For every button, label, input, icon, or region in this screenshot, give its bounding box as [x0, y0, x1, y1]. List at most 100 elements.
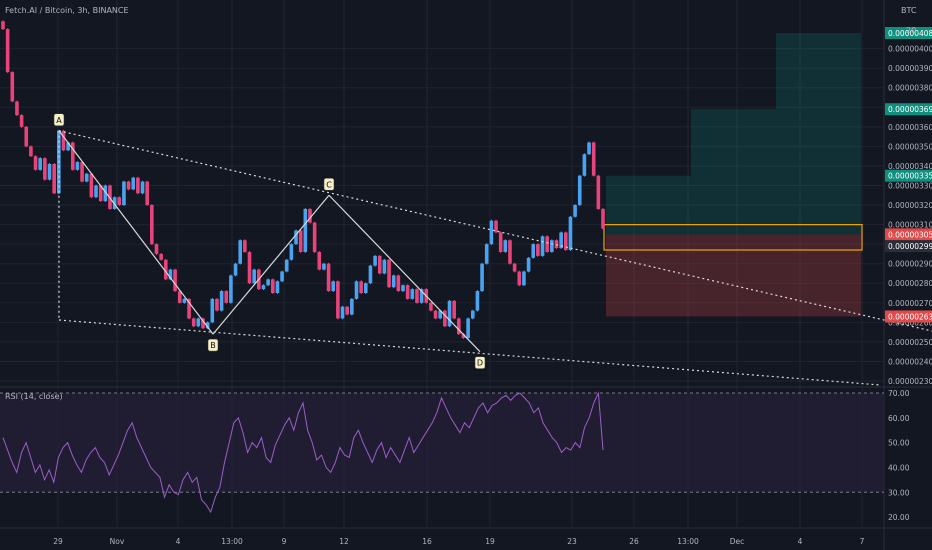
candle-body: [410, 289, 415, 299]
candle-body: [433, 310, 438, 319]
pattern-point-marker: [474, 356, 486, 369]
pattern-point-label: B: [210, 341, 216, 350]
price-marker-label: 0.00000408: [888, 29, 932, 38]
time-tick-label: 26: [629, 537, 639, 546]
price-marker-label: 0.00000305: [888, 230, 932, 239]
price-marker-label: 0.00000335: [888, 172, 932, 181]
price-tick-label: 0.00000250: [888, 338, 932, 347]
candle-body: [466, 318, 470, 338]
target-zone: [606, 175, 691, 235]
candle-body: [150, 205, 154, 245]
candle-body: [61, 130, 66, 151]
candle-body: [396, 275, 401, 292]
candle-body: [15, 101, 19, 116]
candle-body: [136, 177, 140, 194]
candle-body: [322, 263, 326, 270]
candle-body: [154, 244, 159, 254]
candle-body: [345, 306, 349, 315]
candle-body: [401, 285, 405, 292]
price-tick-label: 0.00000320: [888, 201, 932, 210]
stop-zone: [606, 234, 691, 317]
price-marker-badge: [885, 240, 932, 253]
candle-body: [331, 281, 336, 292]
price-tick-label: 0.00000350: [888, 142, 932, 151]
candle-body: [187, 298, 191, 319]
candle-body: [312, 222, 317, 252]
candle-body: [201, 318, 205, 329]
chart-title: Fetch.AI / Bitcoin, 3h, BINANCE: [5, 6, 129, 15]
candle-body: [140, 181, 145, 194]
pattern-leg: [328, 194, 481, 353]
candle-body: [33, 156, 38, 170]
candle-body: [173, 269, 177, 292]
candle-body: [517, 271, 522, 286]
candle-body: [75, 162, 80, 170]
candle-body: [122, 181, 126, 206]
candle-body: [84, 173, 89, 182]
candle-body: [336, 281, 340, 319]
candle-body: [52, 163, 56, 194]
pattern-leg: [58, 130, 214, 335]
pattern-point-label: C: [326, 180, 332, 189]
rsi-tick-label: 70.00: [888, 389, 910, 398]
time-axis: 29 Nov 4 13:00 9 12 16 19 23 26 13:00 Dec 4 7: [0, 527, 932, 546]
price-marker-badge: [885, 228, 932, 241]
candle-body: [536, 244, 540, 256]
candle-body: [363, 283, 368, 294]
time-tick-label: 7: [860, 537, 865, 546]
candle-body: [489, 220, 494, 245]
price-tick-label: 0.00000360: [888, 123, 932, 132]
candle-body: [405, 285, 410, 299]
time-tick-label: Nov: [110, 537, 125, 546]
time-tick-label: 4: [176, 537, 181, 546]
price-marker-label: 0.00000369: [888, 105, 932, 114]
candle-body: [429, 302, 433, 311]
candle-body: [89, 173, 94, 198]
target-zone: [691, 109, 776, 235]
price-axis: 0.00000230 0.00000240 0.00000250 0.00000260…: [885, 27, 932, 522]
currency-badge[interactable]: BTC: [901, 6, 917, 15]
rsi-line: [2, 391, 604, 514]
candle-body: [601, 208, 605, 229]
time-tick-label: 16: [422, 537, 432, 546]
position-zones: [603, 33, 863, 317]
price-marker-label: 0.00000299: [888, 242, 932, 251]
candle-body: [177, 291, 182, 303]
rsi-band: [0, 392, 884, 493]
candle-body: [526, 257, 531, 272]
candle-body: [391, 275, 396, 288]
candle-body: [215, 298, 219, 311]
price-tick-label: 0.00000260: [888, 318, 932, 327]
candle-body: [98, 185, 103, 202]
candle-body: [298, 230, 303, 252]
time-tick-label: 29: [53, 537, 63, 546]
price-marker-badge: [885, 103, 932, 116]
candle-body: [38, 158, 43, 170]
candle-body: [382, 259, 387, 274]
candle-body: [5, 29, 10, 73]
candle-body: [284, 259, 289, 272]
candle-body: [480, 263, 484, 292]
candle-body: [484, 244, 489, 264]
candle-body: [563, 232, 568, 251]
pattern-point-marker: [323, 178, 335, 191]
candle-body: [247, 251, 252, 284]
candle-body: [415, 289, 419, 303]
candle-body: [531, 244, 536, 258]
price-tick-label: 0.00000230: [888, 377, 932, 386]
candle-body: [326, 263, 331, 292]
candle-body: [66, 142, 70, 151]
candle-body: [238, 240, 243, 264]
candle-body: [243, 240, 247, 252]
pattern-point-marker: [207, 338, 219, 352]
candle-body: [447, 300, 452, 327]
candle-body: [294, 230, 298, 245]
price-tick-label: 0.00000330: [888, 181, 932, 190]
time-tick-label: 13:00: [221, 537, 243, 546]
candle-body: [289, 244, 294, 260]
candle-body: [373, 255, 377, 266]
candle-body: [219, 291, 224, 311]
time-tick-label: 4: [798, 537, 803, 546]
candle-body: [43, 158, 47, 180]
